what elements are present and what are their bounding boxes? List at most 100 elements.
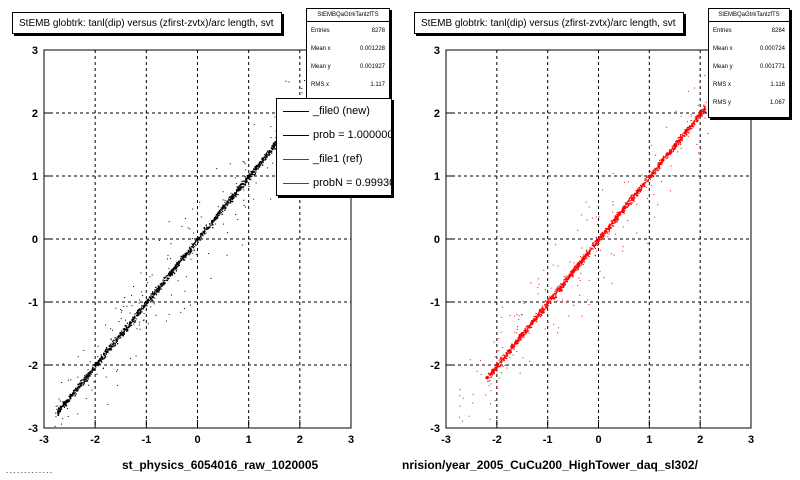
scatter-dot (203, 232, 205, 234)
scatter-dot (523, 302, 525, 304)
scatter-dot (462, 397, 464, 399)
scatter-dot (266, 156, 268, 158)
scatter-dot (697, 118, 699, 120)
scatter-dot (553, 297, 555, 299)
scatter-dot (126, 330, 128, 332)
scatter-dot (530, 282, 532, 284)
scatter-dot (566, 275, 569, 278)
scatter-dot (235, 183, 237, 185)
scatter-dot (544, 328, 546, 330)
scatter-dot (572, 271, 574, 274)
scatter-dot (134, 321, 136, 323)
scatter-dot (681, 133, 683, 135)
scatter-dot (576, 268, 579, 270)
scatter-dot (668, 152, 670, 154)
scatter-dot (108, 349, 110, 351)
scatter-dot (683, 175, 685, 177)
legend-entry: _file0 (new) (277, 99, 391, 123)
scatter-dot (533, 315, 535, 318)
scatter-dot (130, 321, 133, 324)
scatter-dot (613, 219, 616, 221)
scatter-dot (522, 331, 525, 334)
scatter-dot (590, 248, 592, 250)
scatter-dot (179, 259, 182, 262)
scatter-dot (626, 202, 628, 204)
scatter-dot (697, 119, 699, 122)
scatter-dot (208, 253, 210, 255)
scatter-dot (697, 116, 699, 118)
scatter-dot (165, 275, 167, 277)
scatter-dot (143, 306, 145, 309)
scatter-dot (559, 287, 561, 289)
scatter-dot (677, 143, 680, 145)
scatter-dot (270, 137, 272, 139)
scatter-dot (588, 255, 590, 258)
scatter-dot (126, 305, 128, 307)
scatter-dot (143, 302, 146, 305)
scatter-dot (594, 240, 596, 243)
scatter-dot (587, 254, 589, 257)
scatter-dot (560, 288, 563, 291)
scatter-dot (252, 170, 254, 172)
scatter-dot (686, 134, 688, 136)
scatter-dot (125, 326, 127, 328)
scatter-dot (269, 151, 271, 154)
scatter-dot (175, 267, 177, 269)
scatter-dot (647, 180, 650, 182)
scatter-dot (552, 293, 554, 296)
scatter-dot (565, 280, 567, 282)
scatter-dot (676, 139, 678, 142)
scatter-dot (228, 199, 231, 201)
legend: _file0 (new) prob = 1.000000 _file1 (ref… (276, 98, 392, 196)
scatter-dot (60, 405, 63, 407)
scatter-dot (526, 325, 529, 327)
scatter-dot (476, 370, 478, 372)
scatter-dot (545, 307, 547, 310)
scatter-dot (563, 281, 565, 283)
scatter-dot (690, 128, 692, 130)
scatter-dot (72, 390, 75, 392)
scatter-dot (264, 159, 266, 161)
scatter-dot (150, 300, 153, 302)
scatter-dot (700, 113, 702, 115)
scatter-dot (600, 233, 602, 235)
scatter-dot (101, 361, 103, 363)
scatter-dot (131, 305, 133, 307)
scatter-dot (168, 275, 170, 277)
scatter-dot (200, 216, 202, 218)
scatter-dot (229, 195, 231, 198)
scatter-dot (488, 372, 490, 374)
scatter-dot (513, 346, 515, 349)
scatter-dot (285, 80, 287, 82)
scatter-dot (494, 356, 496, 358)
scatter-dot (607, 235, 609, 237)
scatter-dot (511, 348, 513, 350)
scatter-dot (615, 216, 617, 218)
scatter-dot (694, 120, 696, 122)
scatter-dot (489, 418, 491, 420)
scatter-dot (248, 217, 250, 219)
scatter-dot (599, 236, 602, 239)
scatter-dot (96, 373, 98, 375)
scatter-dot (614, 221, 617, 224)
scatter-dot (588, 252, 590, 255)
scatter-dot (685, 131, 688, 134)
scatter-dot (170, 273, 173, 275)
scatter-dot (168, 313, 170, 315)
scatter-dot (575, 264, 577, 266)
scatter-dot (584, 258, 587, 260)
scatter-dot (627, 201, 629, 203)
scatter-dot (150, 306, 152, 308)
scatter-dot (213, 216, 216, 219)
scatter-dot (595, 236, 597, 239)
scatter-dot (670, 165, 672, 167)
scatter-dot (665, 157, 667, 159)
scatter-dot (288, 81, 290, 83)
scatter-dot (254, 166, 256, 168)
scatter-dot (156, 291, 158, 293)
scatter-dot (141, 305, 143, 307)
scatter-dot (69, 397, 72, 399)
scatter-dot (121, 333, 124, 335)
scatter-dot (619, 211, 621, 213)
scatter-dot (151, 274, 153, 276)
